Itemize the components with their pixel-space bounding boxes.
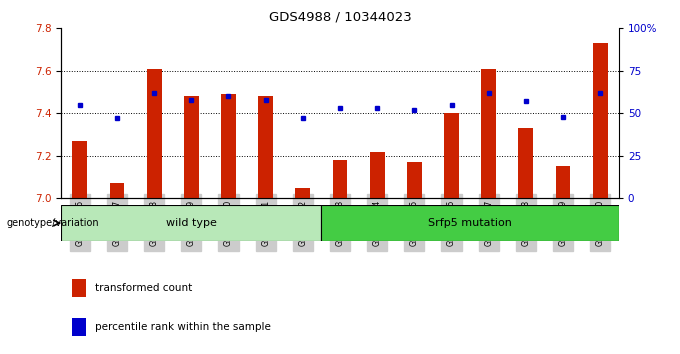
Bar [258,96,273,198]
Bar [221,94,236,198]
Bar [61,205,322,241]
Text: genotype/variation: genotype/variation [7,218,99,228]
Text: Srfp5 mutation: Srfp5 mutation [428,218,512,228]
Bar [518,128,533,198]
Text: GDS4988 / 10344023: GDS4988 / 10344023 [269,11,411,24]
Bar [72,318,86,336]
Bar [147,69,162,198]
Text: percentile rank within the sample: percentile rank within the sample [95,322,271,332]
Bar [407,162,422,198]
Bar [370,152,385,198]
Bar [184,96,199,198]
Bar [481,69,496,198]
Text: transformed count: transformed count [95,282,192,293]
Bar [109,183,124,198]
Bar [333,160,347,198]
Bar [556,166,571,198]
Bar [295,188,310,198]
Bar [322,205,619,241]
Bar [444,113,459,198]
Bar [72,141,87,198]
Bar [72,279,86,297]
Bar [593,43,608,198]
Text: wild type: wild type [166,218,217,228]
